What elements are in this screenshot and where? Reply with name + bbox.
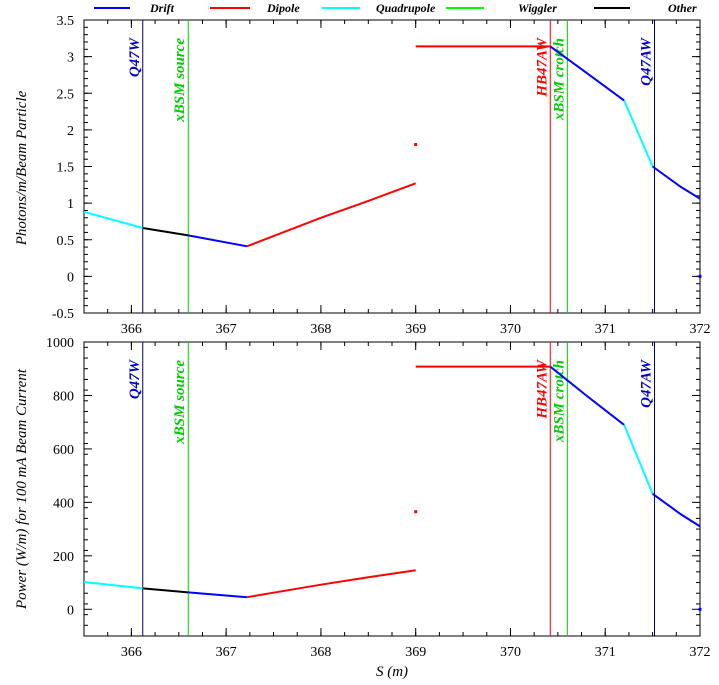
series-segment-drift (549, 45, 625, 102)
series-segment-quadrupole (623, 100, 654, 167)
marker-label: Q47W (127, 36, 143, 77)
y-tick-label: 1 (67, 197, 74, 212)
x-tick-label: 369 (405, 645, 426, 660)
x-tick-label: 366 (121, 645, 142, 660)
series-segment-drift (188, 234, 248, 248)
x-tick-label: 370 (500, 322, 521, 337)
series-segment-quadrupole (623, 424, 654, 495)
x-tick-label: 366 (121, 322, 142, 337)
series-segment-dipole (246, 182, 417, 248)
y-tick-label: 3 (67, 51, 74, 66)
y-tick-label: 0 (67, 603, 74, 618)
marker-label: Q47AW (639, 36, 655, 85)
marker-label: Q47W (127, 358, 143, 399)
marker-label: xBSM crotch (551, 38, 567, 121)
legend-label-quadrupole: Quadrupole (376, 1, 436, 15)
x-tick-label: 368 (310, 645, 331, 660)
series-segment-quadrupole (83, 581, 143, 590)
x-tick-label: 371 (595, 322, 616, 337)
y-tick-label: 2 (67, 124, 74, 139)
x-tick-label: 372 (690, 645, 711, 660)
x-tick-label: 371 (595, 645, 616, 660)
legend-label-dipole: Dipole (266, 1, 300, 15)
x-tick-label: 368 (310, 322, 331, 337)
y-tick-label: -0.5 (52, 307, 74, 322)
x-tick-label: 370 (500, 645, 521, 660)
marker-label: xBSM source (172, 360, 188, 445)
y-tick-label: 3.5 (57, 14, 75, 29)
x-tick-label: 367 (216, 645, 237, 660)
x-axis-title: S (m) (376, 664, 408, 680)
series-segment-drift (188, 591, 248, 599)
marker-label: HB47AW (534, 358, 550, 419)
legend-label-wiggler: Wiggler (518, 1, 557, 15)
series-segment-drift (652, 165, 701, 200)
series-segment-drift (652, 492, 701, 528)
legend-label-other: Other (668, 1, 697, 15)
marker-label: xBSM crotch (551, 360, 567, 443)
data-point-dipole (414, 143, 418, 147)
marker-label: Q47AW (639, 358, 655, 407)
y-tick-label: 400 (53, 496, 74, 511)
series-segment-other (142, 227, 189, 237)
y-axis-title: Power (W/m) for 100 mA Beam Current (14, 368, 30, 610)
photon-flux-panel: 366 367 368 369 370 371 372 -0.5 0 0.5 1 1.5 2 2.5 3 3.… (14, 14, 711, 337)
y-tick-label: 600 (53, 443, 74, 458)
y-axis-title: Photons/m/Beam Particle (14, 90, 30, 246)
x-tick-label: 369 (405, 322, 426, 337)
y-tick-label: 1000 (46, 336, 74, 351)
data-point-drift (698, 607, 702, 611)
series-segment-drift (549, 365, 625, 426)
y-tick-label: 200 (53, 550, 74, 565)
legend: Drift Dipole Quadrupole Wiggler Other (94, 1, 697, 15)
y-tick-label: 0 (67, 270, 74, 285)
legend-label-drift: Drift (149, 1, 175, 15)
data-point-dipole (414, 510, 418, 514)
y-tick-label: 0.5 (57, 234, 75, 249)
y-tick-label: 2.5 (57, 87, 75, 102)
y-tick-label: 1.5 (57, 161, 75, 176)
series-segment-dipole (246, 569, 416, 599)
marker-label: xBSM source (172, 38, 188, 123)
series-segment-other (142, 587, 189, 594)
power-panel: 366 367 368 369 370 371 372 0 200 400 600 800 1000 Po… (14, 336, 711, 680)
y-tick-label: 800 (53, 389, 74, 404)
marker-label: HB47AW (534, 36, 550, 97)
series-segment-quadrupole (83, 210, 144, 229)
x-tick-label: 372 (690, 322, 711, 337)
x-tick-label: 367 (216, 322, 237, 337)
data-point-drift (698, 274, 702, 278)
